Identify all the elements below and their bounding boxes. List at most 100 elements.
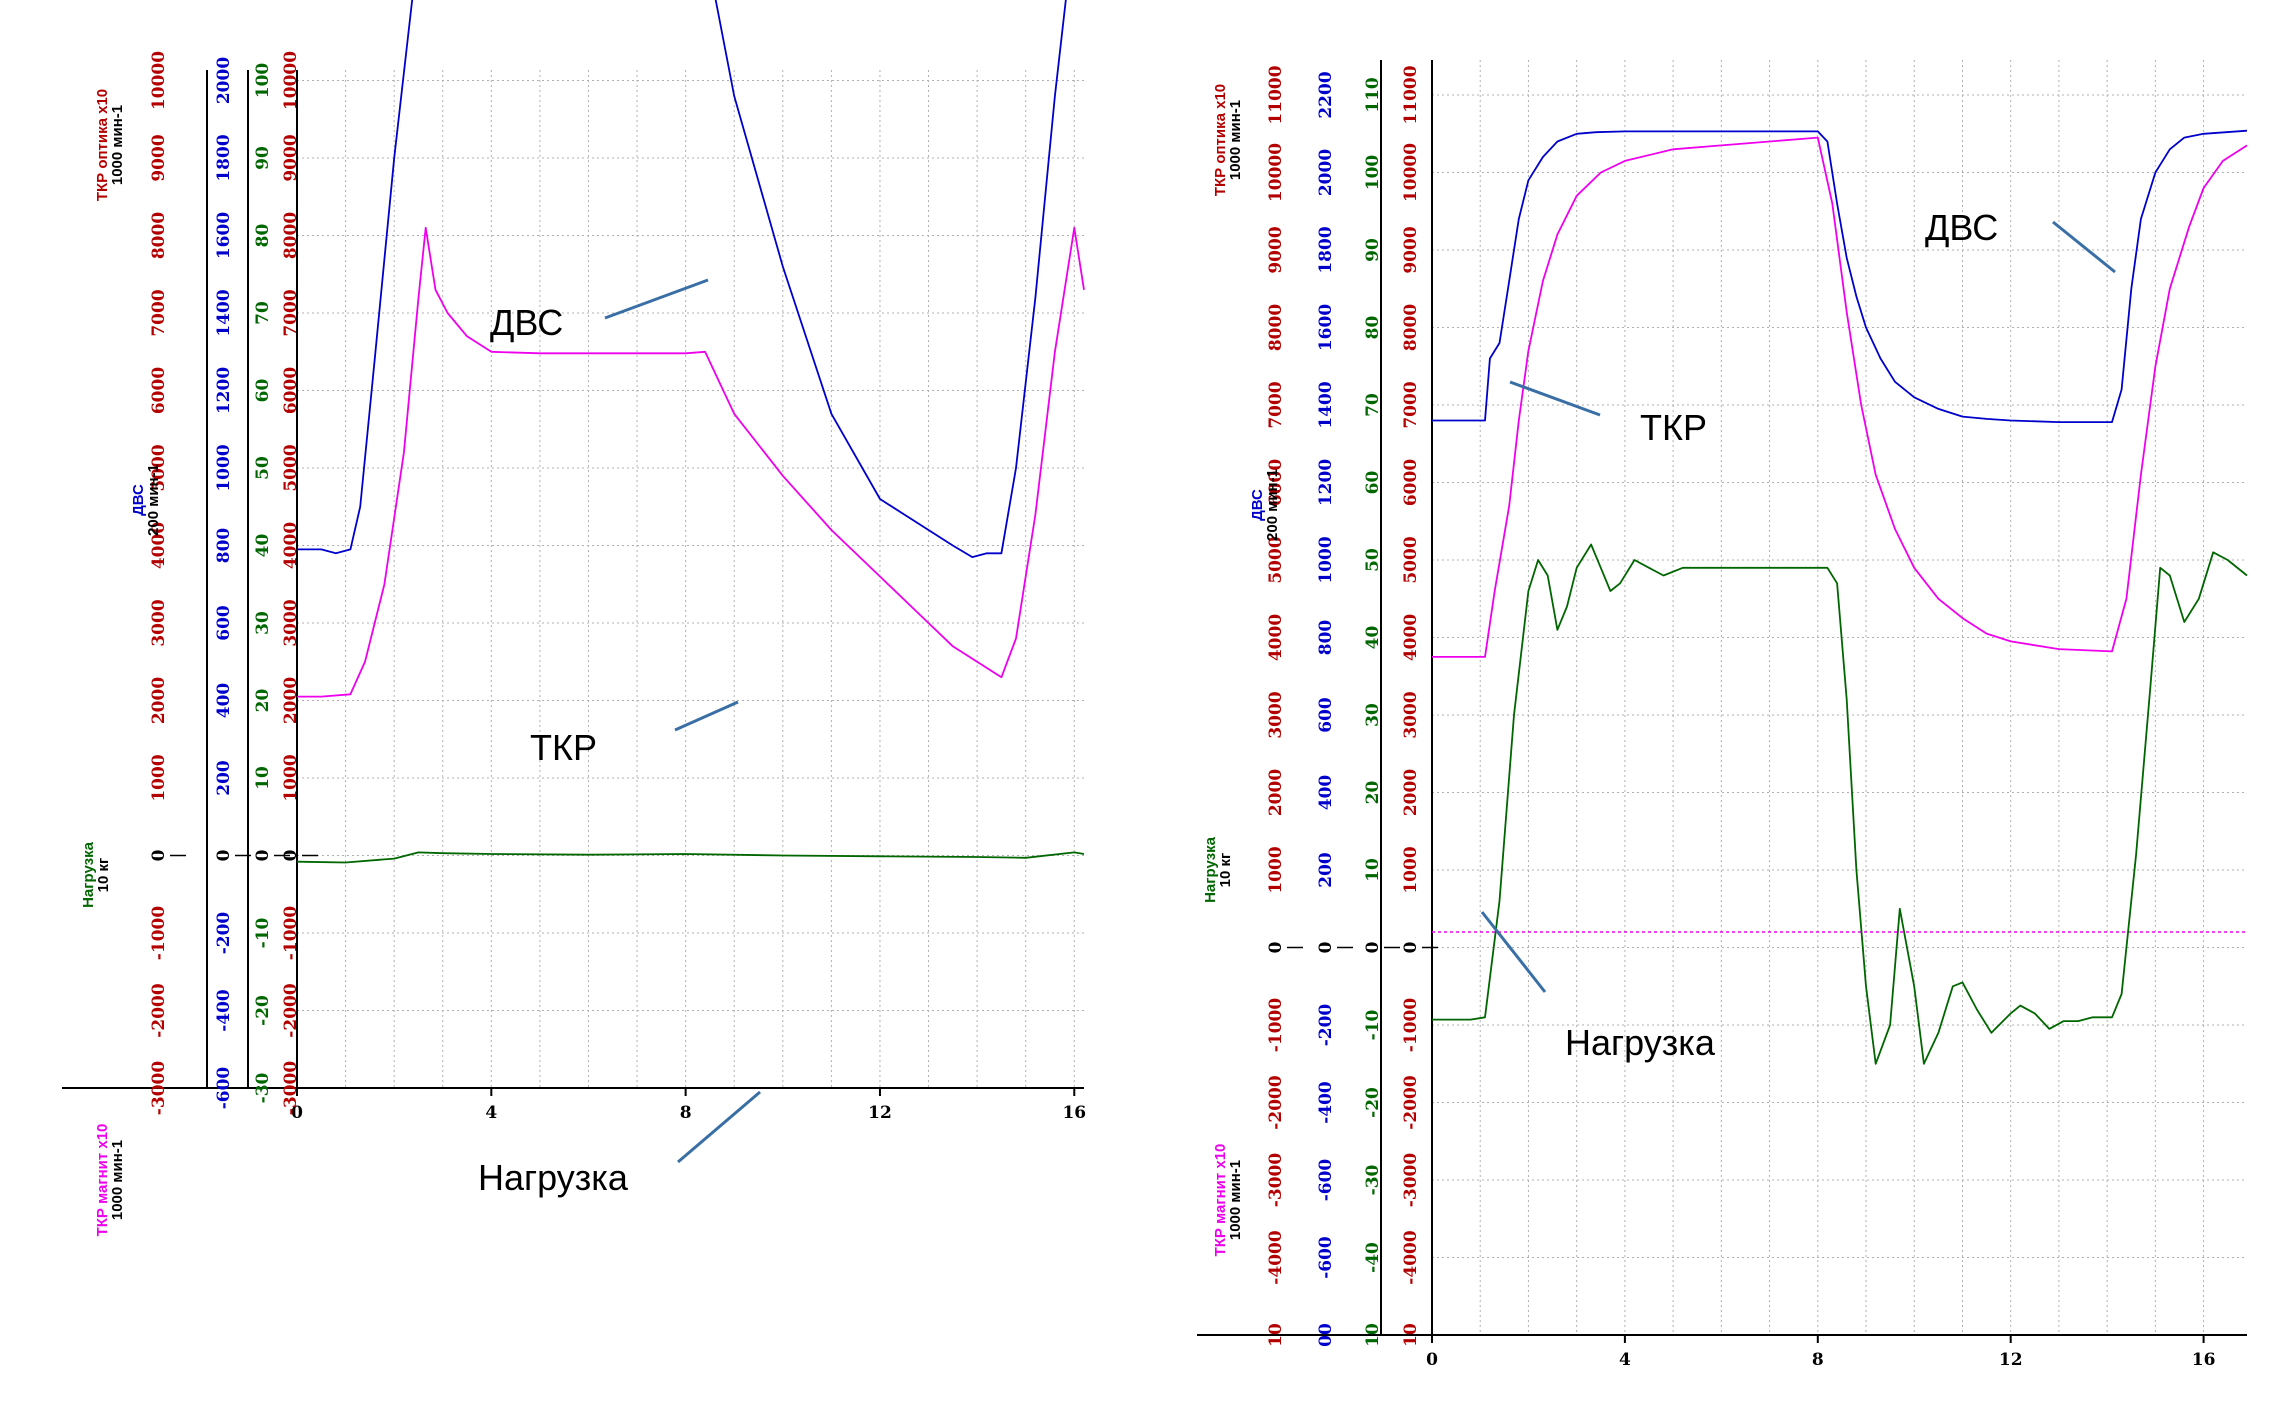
y-tick-label-s3: 10 [1363,858,1383,882]
axis-title-turbo_magnet: 1000 мин-1 [1227,1160,1244,1240]
y-tick-label-s2: 00 [1316,1323,1336,1347]
x-tick-label: 16 [1062,1103,1086,1123]
x-tick-label: 4 [485,1103,497,1123]
y-tick-label-s4: -2000 [281,983,301,1038]
y-tick-label-s3: -30 [253,1072,273,1103]
axis-title-turbo_optic: ТКР оптика х10 [1212,84,1229,196]
series-line-load [1432,543,2248,1065]
y-tick-label-s2: 200 [1316,852,1336,888]
y-tick-label-s4: 9000 [1401,226,1421,273]
y-tick-label-s3: 0 [253,849,273,861]
axis-title-turbo_magnet: ТКР магнит х10 [94,1124,111,1237]
y-tick-label-s3: 100 [253,63,273,99]
y-tick-label-s4: 10000 [281,51,301,110]
y-tick-label-s2: 1200 [214,367,234,414]
y-tick-label-s3: 10 [253,766,273,790]
y-tick-label-s4: 4000 [1401,614,1421,661]
grid [296,70,1084,1089]
y-tick-label-s1: 3000 [1266,691,1286,738]
axis-title-load: Нагрузка [1202,836,1219,902]
y-tick-label-s4: 5000 [281,444,301,491]
y-tick-label-s2: 1800 [1316,226,1336,273]
y-tick-label-s4: 1000 [1401,846,1421,893]
y-tick-label-s3: 70 [1363,393,1383,417]
y-tick-label-s2: 800 [1316,620,1336,656]
y-tick-label-s4: -1000 [1401,998,1421,1053]
series-line-turbo [1432,136,2248,658]
y-tick-label-s1: 4000 [1266,614,1286,661]
y-tick-label-s4: 7000 [1401,381,1421,428]
axis-title-turbo_optic: ТКР оптика х10 [94,89,111,201]
axis-title-ice: 200 мин-1 [1264,469,1281,541]
y-tick-label-s4: -2000 [1401,1075,1421,1130]
y-tick-label-s3: 80 [253,224,273,248]
y-tick-label-s4: 8000 [281,212,301,259]
y-tick-label-s2: -400 [214,989,234,1032]
y-tick-label-s1: 5000 [1266,536,1286,583]
axis-title-turbo_magnet: ТКР магнит х10 [1212,1144,1229,1257]
axis-title-turbo_optic: 1000 мин-1 [109,105,126,185]
axis-title-turbo_optic: 1000 мин-1 [1227,100,1244,180]
y-tick-label-s1: 11000 [1266,65,1286,124]
annotation-pointer [674,700,739,732]
y-tick-label-s3: 90 [253,146,273,170]
y-tick-label-s3: 110 [1363,77,1383,113]
y-tick-label-s1: 1000 [1266,846,1286,893]
y-tick-label-s2: 1000 [214,444,234,491]
y-tick-label-s1: -2000 [1266,1075,1286,1130]
y-tick-label-s2: -600 [214,1067,234,1110]
grid [1431,60,2247,1336]
y-tick-label-s3: 80 [1363,316,1383,340]
y-tick-label-s3: -10 [253,917,273,948]
y-tick-label-s4: 9000 [281,134,301,181]
annotation-pointer [604,278,709,320]
y-tick-label-s2: 400 [1316,775,1336,811]
y-tick-label-s3: 40 [1363,626,1383,650]
axis-title-turbo_magnet: 1000 мин-1 [109,1140,126,1220]
y-tick-label-s2: 1200 [1316,459,1336,506]
y-tick-label-s2: 2200 [1316,71,1336,118]
x-tick-label: 12 [868,1103,892,1123]
y-tick-label-s1: 5000 [149,444,169,491]
annotation-pointer [2052,220,2116,274]
y-tick-label-s1: 8000 [1266,304,1286,351]
annotation-label: ТКР [1640,407,1707,448]
series-line-turbo [297,226,1085,698]
y-tick-label-s4: -1000 [281,906,301,961]
y-tick-label-s3: 30 [1363,703,1383,727]
y-tick-label-s2: 0 [1316,941,1336,953]
y-tick-label-s2: 1600 [1316,304,1336,351]
y-tick-label-s4: -3000 [281,1061,301,1116]
y-tick-label-s4: 8000 [1401,304,1421,351]
annotation-label: ДВС [490,302,563,343]
y-tick-label-s3: 60 [1363,471,1383,495]
y-tick-label-s3: 20 [1363,781,1383,805]
y-tick-label-s4: 4000 [281,522,301,569]
y-tick-label-s4: 6000 [1401,459,1421,506]
y-tick-label-s3: -40 [1363,1242,1383,1273]
y-tick-label-s1: 2000 [1266,769,1286,816]
y-tick-label-s3: 40 [253,534,273,558]
y-tick-label-s2: 2000 [214,57,234,104]
y-tick-label-s1: 4000 [149,522,169,569]
y-tick-label-s1: -3000 [1266,1153,1286,1208]
axis-title-load: 10 кг [95,858,112,893]
axis-title-ice: ДВС [1249,489,1266,521]
annotation-label: ДВС [1925,207,1998,248]
series-line-load [296,851,1085,864]
y-tick-label-s4: 6000 [281,367,301,414]
axis-title-load: 10 кг [1217,853,1234,888]
y-tick-label-s3: -20 [1363,1087,1383,1118]
y-tick-label-s1: -4000 [1266,1230,1286,1285]
y-tick-label-s2: 2000 [1316,149,1336,196]
axis-title-load: Нагрузка [80,841,97,907]
y-tick-label-s2: 400 [214,683,234,719]
series-line-ice [1432,129,2248,424]
x-tick-label: 0 [291,1103,303,1123]
y-tick-label-s2: -400 [1316,1081,1336,1124]
y-tick-label-s2: 1000 [1316,536,1336,583]
y-tick-label-s2: -200 [214,912,234,955]
y-tick-label-s3: -10 [1363,1009,1383,1040]
y-tick-label-s1: 3000 [149,599,169,646]
